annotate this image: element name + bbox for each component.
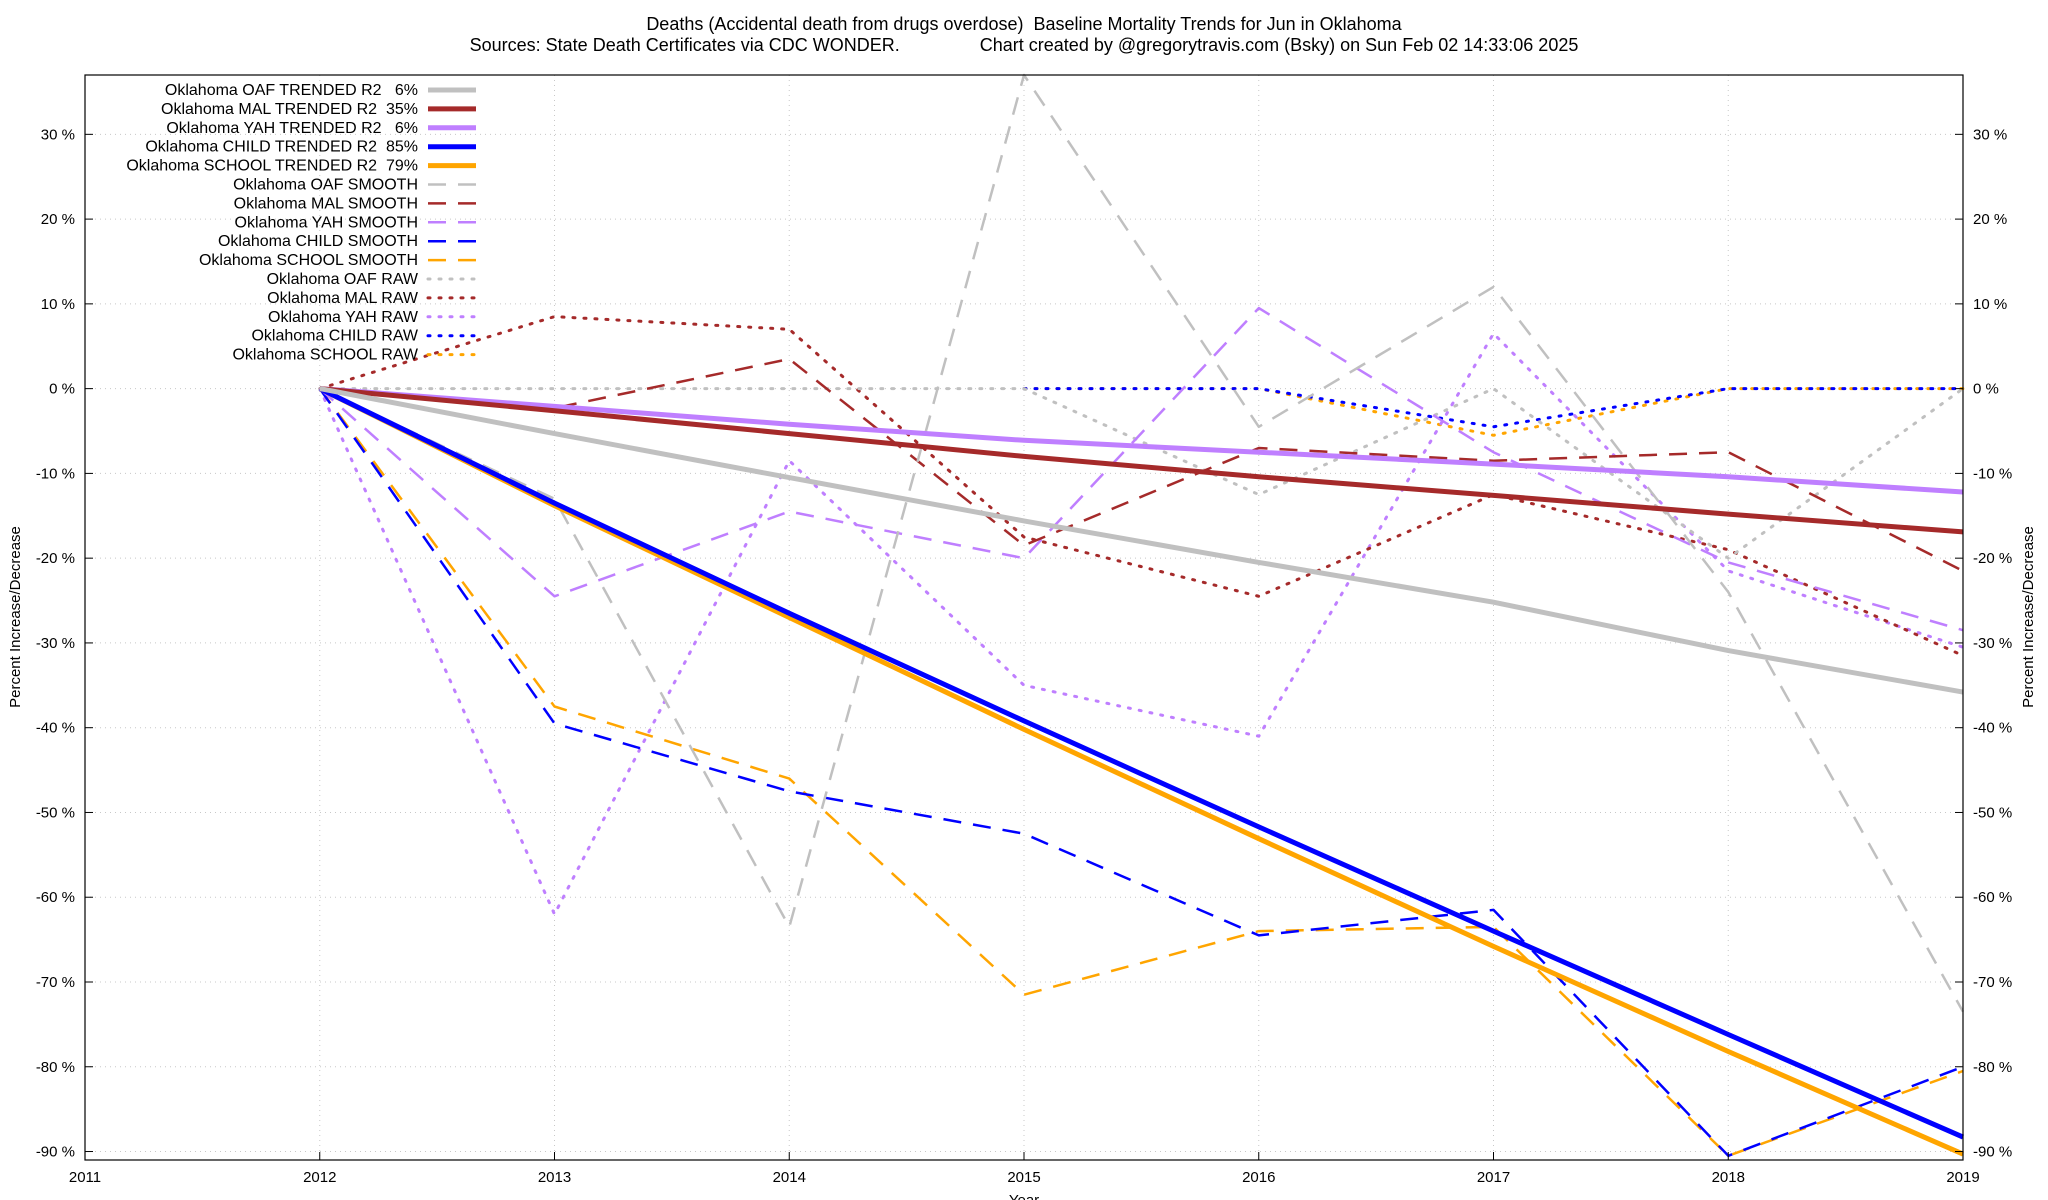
x-tick-label-2019: 2019 [1946, 1169, 1979, 1186]
x-tick-label-2011: 2011 [69, 1169, 101, 1186]
series-line-oklahoma-oaf-raw [318, 387, 1965, 560]
y-tick-label-right--30: -30 % [1973, 635, 2012, 652]
legend: Oklahoma OAF TRENDED R2 6% Oklahoma MAL T… [126, 82, 478, 364]
x-tick-label-2014: 2014 [773, 1169, 806, 1186]
y-tick-label-right-10: 10 % [1973, 296, 2007, 313]
legend-label-oklahoma-yah-trended-r2-6: Oklahoma YAH TRENDED R2 6% [166, 120, 418, 137]
y-tick-label-right--20: -20 % [1973, 550, 2012, 567]
series-line-oklahoma-yah-trended-r2-6 [319, 386, 1964, 495]
y-tick-label-left--90: -90 % [36, 1144, 75, 1161]
series-line-oklahoma-mal-trended-r2-35 [319, 386, 1964, 535]
legend-label-oklahoma-oaf-smooth: Oklahoma OAF SMOOTH [233, 177, 418, 194]
y-axis-label-right: Percent Increase/Decrease [2020, 526, 2037, 708]
series-line-oklahoma-school-smooth [318, 387, 1964, 1158]
series-line-oklahoma-yah-smooth [318, 306, 1964, 632]
x-tick-label-2016: 2016 [1242, 1169, 1275, 1186]
series-line-oklahoma-oaf-trended-r2-6 [319, 386, 1964, 695]
legend-label-oklahoma-child-trended-r2-85: Oklahoma CHILD TRENDED R2 85% [145, 139, 418, 156]
y-tick-label-left--60: -60 % [36, 889, 75, 906]
y-tick-label-left--30: -30 % [36, 635, 75, 652]
legend-label-oklahoma-mal-smooth: Oklahoma MAL SMOOTH [234, 195, 418, 212]
x-tick-label-2012: 2012 [303, 1169, 336, 1186]
legend-label-oklahoma-yah-smooth: Oklahoma YAH SMOOTH [235, 214, 418, 231]
series-layer [318, 73, 1965, 1158]
y-tick-label-right-0: 0 % [1973, 381, 1999, 398]
legend-label-oklahoma-child-raw: Oklahoma CHILD RAW [251, 328, 418, 345]
x-axis-label: Year [1009, 1192, 1039, 1200]
x-tick-label-2015: 2015 [1007, 1169, 1040, 1186]
legend-label-oklahoma-mal-trended-r2-35: Oklahoma MAL TRENDED R2 35% [161, 101, 418, 118]
legend-label-oklahoma-yah-raw: Oklahoma YAH RAW [268, 309, 419, 326]
series-line-oklahoma-yah-raw [318, 332, 1965, 916]
series-line-oklahoma-child-smooth [318, 387, 1964, 1158]
series-line-oklahoma-mal-raw [318, 315, 1965, 658]
y-tick-label-left-10: 10 % [41, 296, 75, 313]
y-tick-label-right--80: -80 % [1973, 1059, 2012, 1076]
legend-label-oklahoma-oaf-trended-r2-6: Oklahoma OAF TRENDED R2 6% [165, 82, 418, 99]
series-line-oklahoma-child-raw [1022, 387, 1965, 429]
x-tick-label-2018: 2018 [1712, 1169, 1745, 1186]
y-tick-label-left--50: -50 % [36, 804, 75, 821]
legend-label-oklahoma-school-trended-r2-79: Oklahoma SCHOOL TRENDED R2 79% [126, 158, 418, 175]
y-tick-label-left--20: -20 % [36, 550, 75, 567]
legend-label-oklahoma-school-raw: Oklahoma SCHOOL RAW [232, 347, 418, 364]
series-line-oklahoma-school-trended-r2-79 [318, 386, 1965, 1157]
series-line-oklahoma-mal-smooth [319, 357, 1964, 573]
y-tick-label-right--10: -10 % [1973, 465, 2012, 482]
series-line-oklahoma-oaf-smooth [319, 73, 1965, 1013]
y-tick-label-right--50: -50 % [1973, 804, 2012, 821]
y-tick-label-right--40: -40 % [1973, 720, 2012, 737]
chart-subtitle: Sources: State Death Certificates via CD… [469, 35, 1579, 55]
axis-ticks: 2011 2012 2013 2014 2015 2016 2017 2018 2019 30 %… [36, 126, 2012, 1186]
y-tick-label-left--10: -10 % [36, 465, 75, 482]
legend-label-oklahoma-child-smooth: Oklahoma CHILD SMOOTH [218, 233, 418, 250]
chart-title: Deaths (Accidental death from drugs over… [646, 14, 1402, 34]
y-tick-label-left-30: 30 % [41, 126, 75, 143]
y-tick-label-left-0: 0 % [49, 381, 75, 398]
y-tick-label-left--40: -40 % [36, 720, 75, 737]
legend-label-oklahoma-school-smooth: Oklahoma SCHOOL SMOOTH [199, 252, 418, 269]
legend-label-oklahoma-mal-raw: Oklahoma MAL RAW [267, 290, 419, 307]
y-tick-label-right--90: -90 % [1973, 1144, 2012, 1161]
y-tick-label-right--70: -70 % [1973, 974, 2012, 991]
y-axis-label-left: Percent Increase/Decrease [7, 526, 24, 708]
y-tick-label-right-20: 20 % [1973, 211, 2007, 228]
y-tick-label-left--70: -70 % [36, 974, 75, 991]
series-line-oklahoma-child-trended-r2-85 [318, 386, 1965, 1140]
y-tick-label-left-20: 20 % [41, 211, 75, 228]
y-tick-label-right--60: -60 % [1973, 889, 2012, 906]
y-tick-label-left--80: -80 % [36, 1059, 75, 1076]
x-tick-label-2017: 2017 [1477, 1169, 1510, 1186]
x-tick-label-2013: 2013 [538, 1169, 571, 1186]
legend-label-oklahoma-oaf-raw: Oklahoma OAF RAW [267, 271, 419, 288]
y-tick-label-right-30: 30 % [1973, 126, 2007, 143]
